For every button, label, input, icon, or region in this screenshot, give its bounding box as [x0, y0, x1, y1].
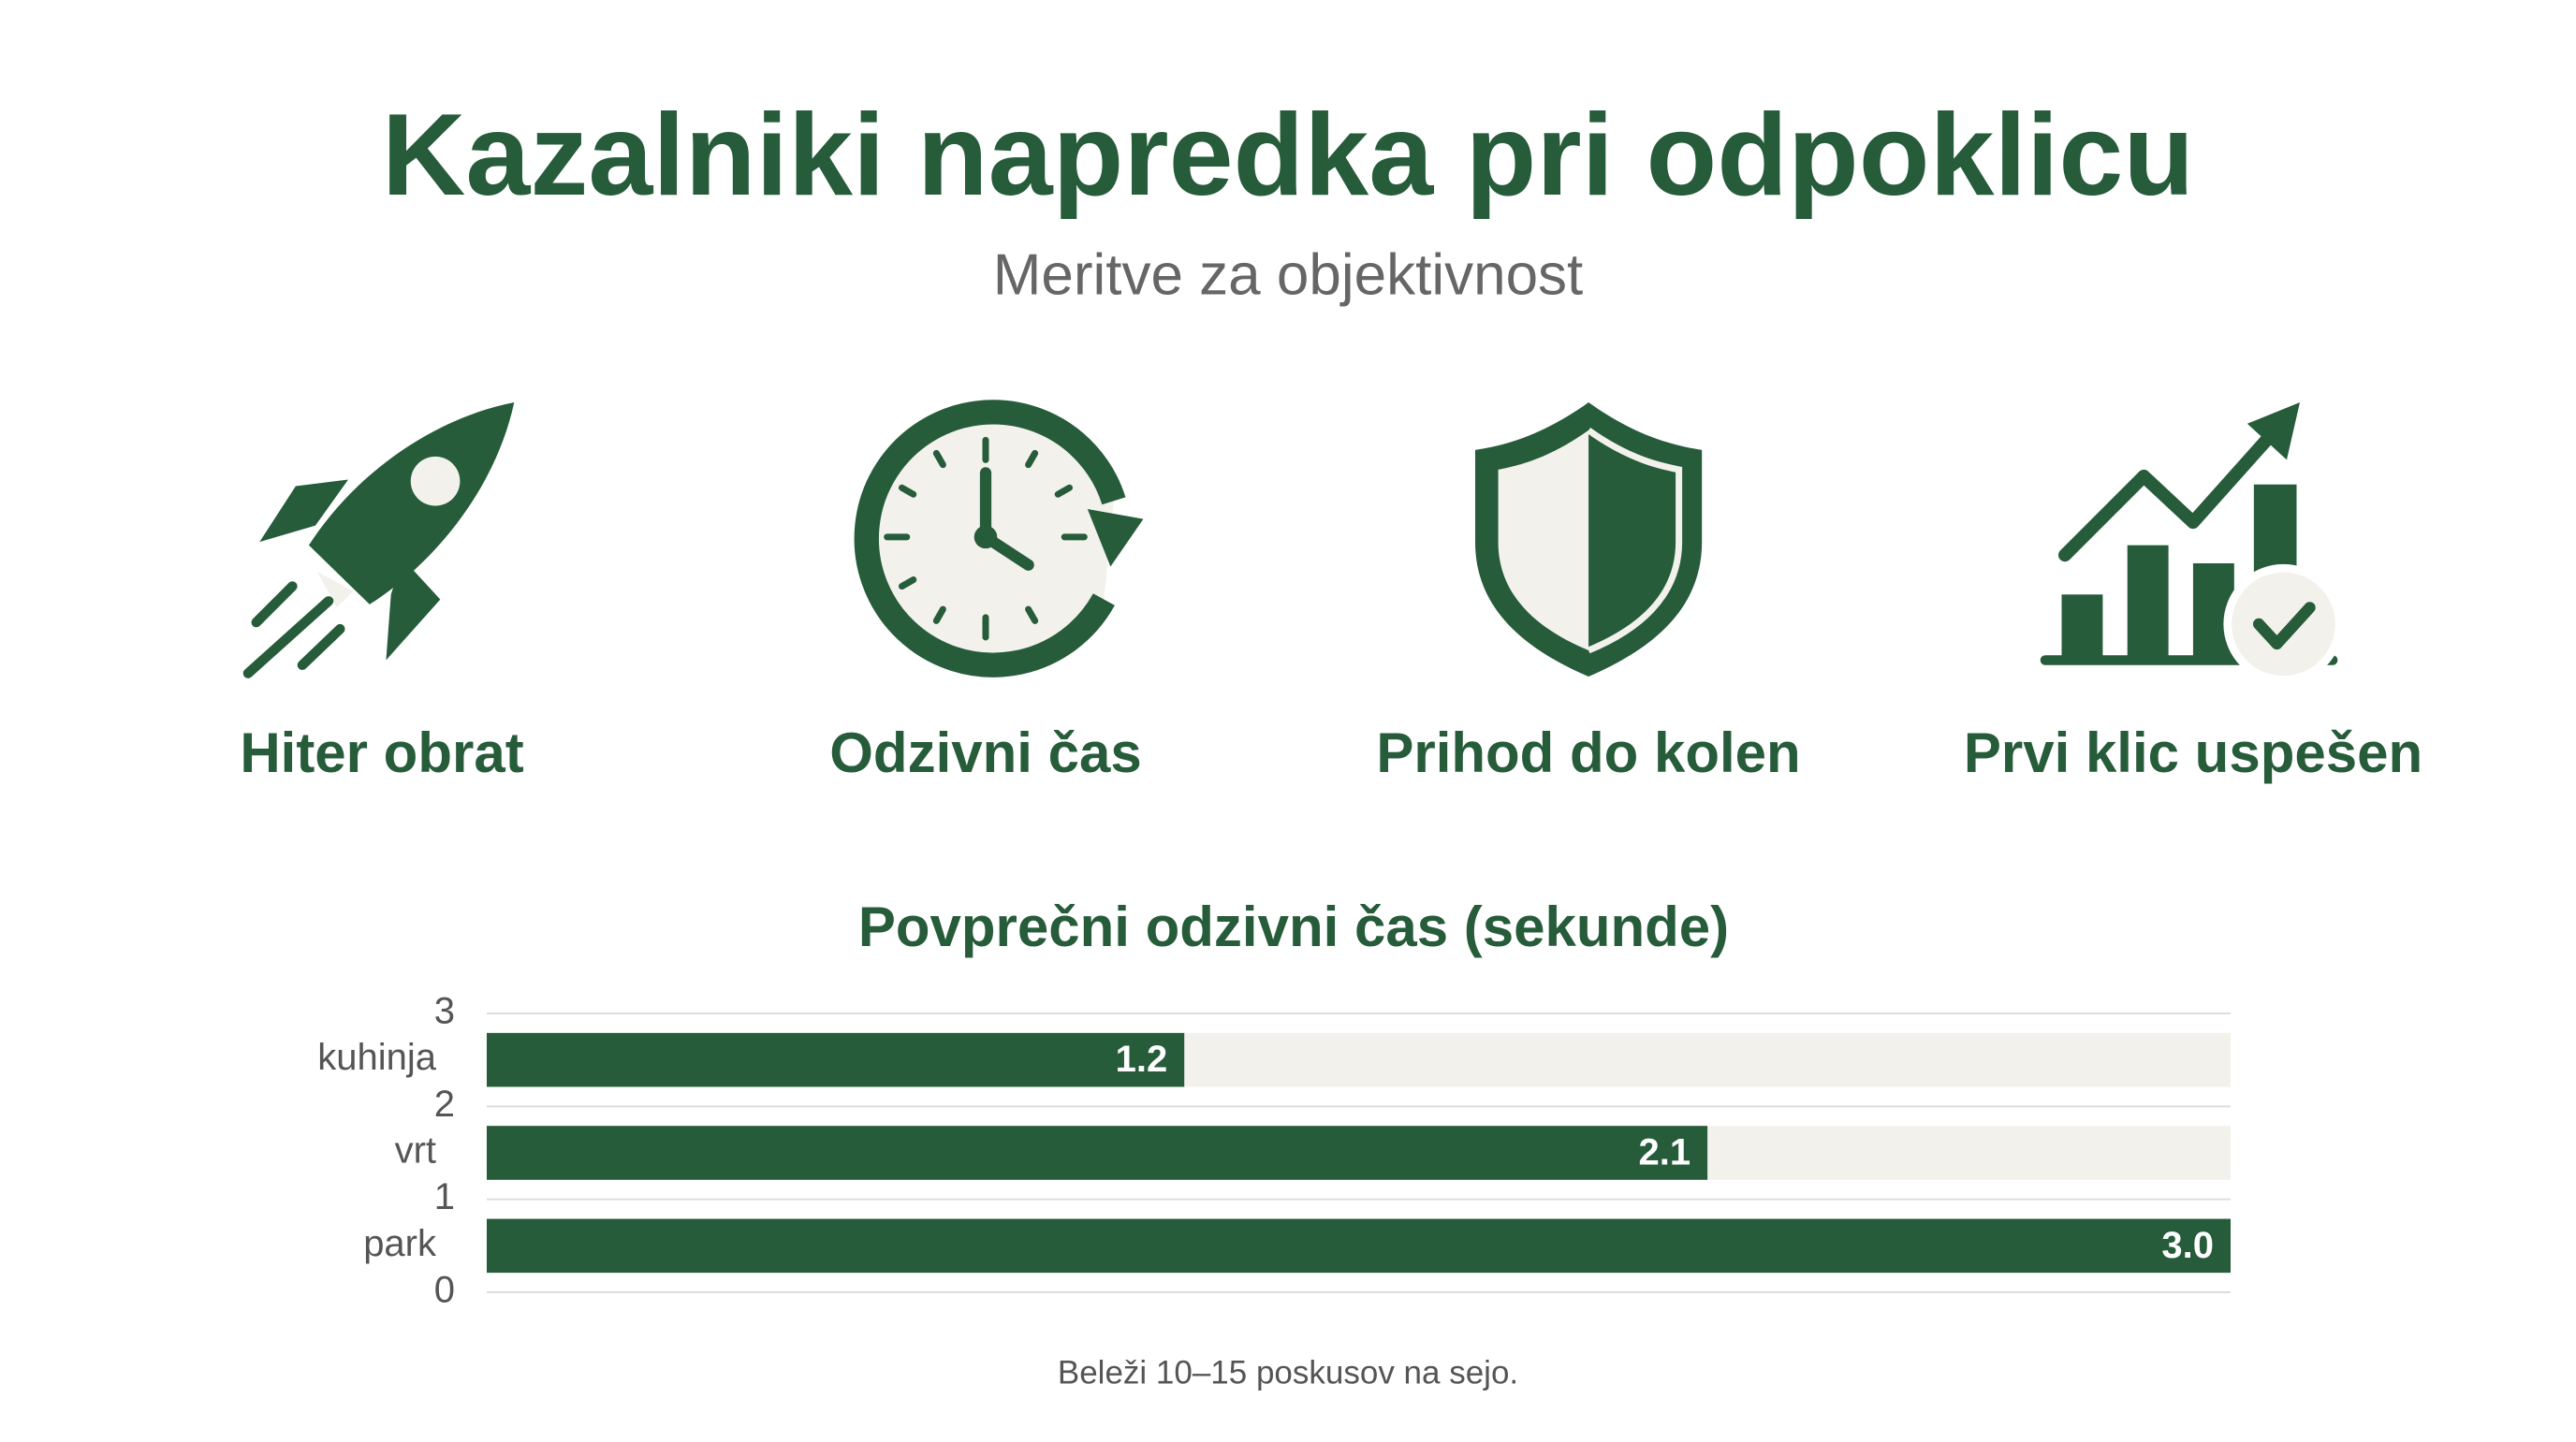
- metric-label: Odzivni čas: [829, 721, 1141, 784]
- metric-label: Hiter obrat: [240, 721, 523, 784]
- value-label: 1.2: [1116, 1039, 1168, 1080]
- category-label: park: [363, 1223, 437, 1264]
- rocket-icon: [242, 401, 515, 678]
- clock-icon: [854, 400, 1144, 677]
- subtitle: Meritve za objektivnost: [993, 242, 1584, 307]
- icons: [242, 400, 2344, 684]
- growth-icon: [2040, 401, 2344, 684]
- title: Kazalniki napredka pri odpoklicu: [382, 91, 2194, 220]
- bar: [487, 1032, 1185, 1087]
- chart-title: Povprečni odzivni čas (sekunde): [858, 896, 1729, 958]
- metric-label: Prvi klic uspešen: [1964, 721, 2422, 784]
- value-label: 3.0: [2161, 1225, 2214, 1266]
- category-label: kuhinja: [317, 1037, 437, 1078]
- footnote: Beleži 10–15 poskusov na sejo.: [1058, 1354, 1518, 1391]
- shield-icon: [1474, 401, 1703, 677]
- y-tick-label: 0: [434, 1270, 455, 1311]
- category-label: vrt: [395, 1130, 436, 1172]
- bar: [487, 1218, 2231, 1274]
- bar: [487, 1126, 1708, 1180]
- metric-label: Prihod do kolen: [1376, 721, 1800, 784]
- y-tick-label: 3: [434, 991, 455, 1032]
- value-label: 2.1: [1638, 1132, 1690, 1173]
- y-tick-label: 2: [434, 1084, 455, 1125]
- chart: 0 1 2 3 kuhinja 1.2 vrt 2.1 park 3.0: [317, 991, 2231, 1311]
- y-tick-label: 1: [434, 1176, 455, 1217]
